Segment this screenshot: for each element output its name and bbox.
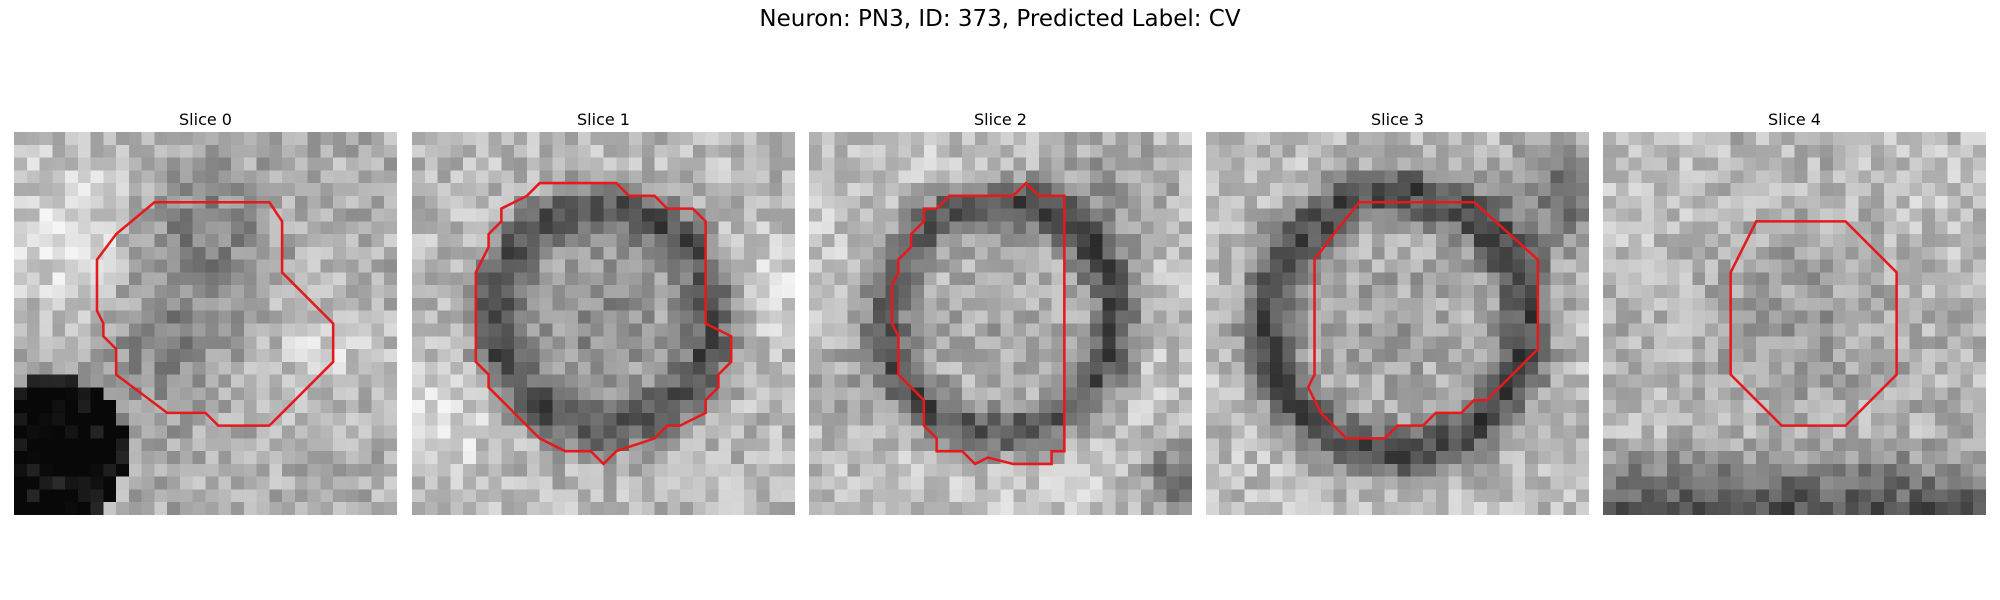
- slice-image: [809, 132, 1192, 515]
- slice-image: [1206, 132, 1589, 515]
- slice-title: Slice 1: [412, 108, 795, 132]
- slice-title: Slice 4: [1603, 108, 1986, 132]
- slice-panel-1: Slice 1: [412, 108, 795, 515]
- slice-image: [14, 132, 397, 515]
- slice-panel-0: Slice 0: [14, 108, 397, 515]
- figure-title: Neuron: PN3, ID: 373, Predicted Label: C…: [0, 6, 2000, 32]
- slice-title: Slice 3: [1206, 108, 1589, 132]
- slice-panel-4: Slice 4: [1603, 108, 1986, 515]
- slice-panel-2: Slice 2: [809, 108, 1192, 515]
- slice-title: Slice 0: [14, 108, 397, 132]
- slice-panel-3: Slice 3: [1206, 108, 1589, 515]
- slice-image: [412, 132, 795, 515]
- slice-image: [1603, 132, 1986, 515]
- slice-title: Slice 2: [809, 108, 1192, 132]
